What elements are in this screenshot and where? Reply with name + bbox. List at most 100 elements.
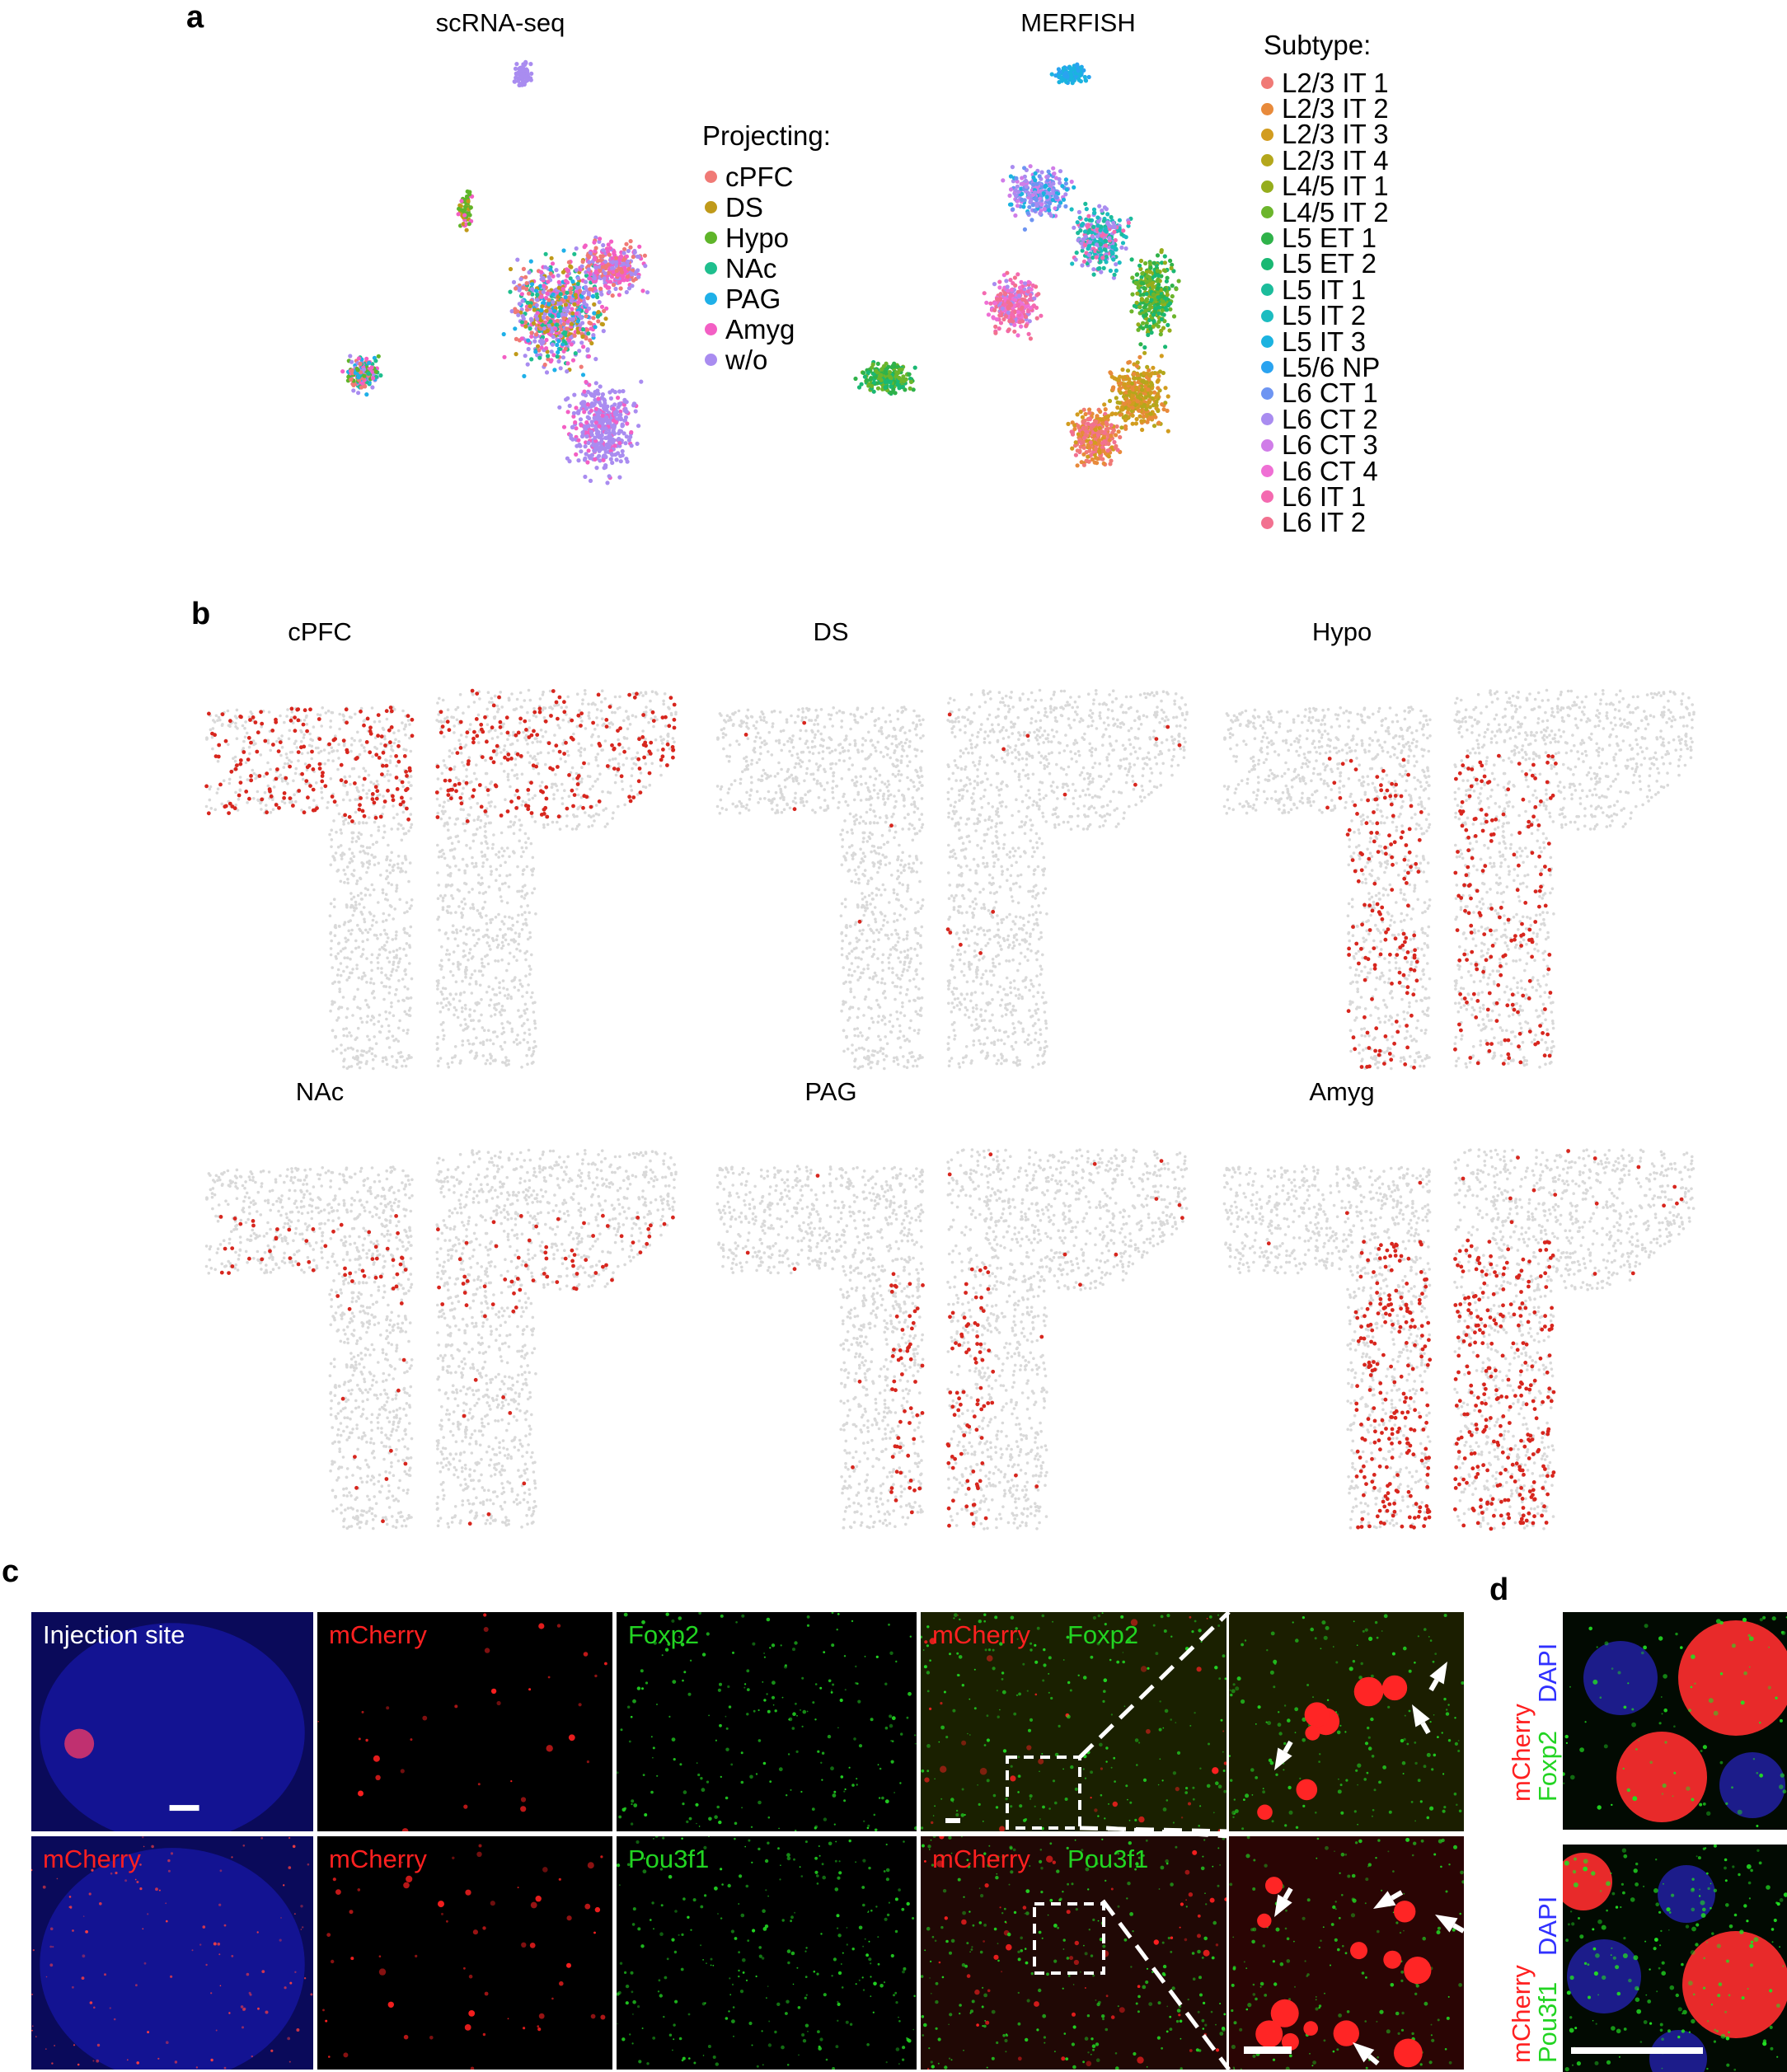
labeled-cell — [1180, 1216, 1184, 1221]
umap-point — [1061, 197, 1067, 202]
umap-point — [1075, 220, 1080, 225]
labeled-cell — [921, 1283, 925, 1287]
umap-point — [1105, 212, 1110, 217]
labeled-cell — [894, 1388, 898, 1393]
labeled-cell — [1392, 840, 1397, 845]
labeled-cell — [1533, 920, 1538, 924]
labeled-cell — [1465, 1000, 1469, 1005]
labeled-cell — [950, 1310, 955, 1315]
labeled-cell — [1509, 938, 1514, 943]
labeled-cell — [743, 733, 748, 737]
labeled-cell — [912, 1437, 917, 1441]
labeled-cell — [1405, 1024, 1409, 1028]
labeled-cell — [672, 717, 677, 722]
labeled-cell — [1506, 917, 1511, 922]
labeled-cell — [638, 790, 643, 795]
labeled-cell — [1469, 931, 1474, 935]
labeled-cell — [387, 728, 392, 733]
umap-point — [622, 418, 627, 423]
umap-point — [1084, 458, 1089, 463]
labeled-cell — [593, 1271, 598, 1275]
umap-point — [628, 239, 633, 244]
umap-point — [1074, 251, 1079, 255]
labeled-cell — [1383, 937, 1388, 942]
umap-point — [600, 321, 605, 327]
umap-point — [1032, 296, 1037, 301]
labeled-cell — [1014, 1473, 1018, 1478]
umap-point — [1156, 311, 1161, 316]
spatial-map-title: NAc — [221, 1077, 419, 1107]
labeled-cell — [230, 1246, 235, 1250]
umap-point — [626, 259, 631, 264]
umap-point — [556, 279, 561, 284]
umap-point — [1112, 229, 1117, 234]
umap-point — [1069, 179, 1074, 185]
labeled-cell — [457, 1257, 462, 1262]
labeled-cell — [950, 1455, 954, 1459]
umap-point — [1070, 67, 1075, 72]
umap-point — [607, 443, 612, 448]
labeled-cell — [308, 707, 312, 712]
umap-point — [1052, 171, 1057, 176]
umap-point — [1138, 266, 1143, 271]
labeled-cell — [265, 771, 270, 776]
umap-point — [1156, 386, 1161, 391]
umap-point — [1043, 184, 1048, 190]
labeled-cell — [544, 796, 549, 801]
umap-point — [630, 284, 635, 288]
labeled-cell — [344, 780, 348, 785]
subtype-legend-item: L5 IT 2 — [1261, 300, 1389, 330]
labeled-cell — [1499, 963, 1503, 968]
labeled-cell — [347, 814, 352, 819]
umap-point — [561, 339, 566, 344]
umap-point — [997, 285, 1002, 290]
labeled-cell — [403, 1268, 408, 1272]
labeled-cell — [954, 1390, 959, 1395]
labeled-cell — [1457, 1249, 1462, 1254]
umap-point — [600, 413, 605, 418]
labeled-cell — [1363, 977, 1367, 982]
legend-swatch — [705, 262, 717, 274]
umap-point — [1156, 319, 1161, 324]
labeled-cell — [915, 1306, 920, 1310]
umap-point — [524, 287, 529, 292]
umap-point — [1086, 74, 1091, 80]
labeled-cell — [535, 733, 540, 737]
umap-point — [464, 227, 469, 232]
umap-point — [349, 377, 354, 382]
labeled-cell — [490, 725, 495, 730]
umap-point — [1156, 273, 1161, 278]
labeled-cell — [291, 804, 295, 808]
umap-point — [539, 270, 544, 274]
umap-point — [1081, 259, 1087, 264]
umap-point — [1163, 345, 1168, 349]
labeled-cell — [1545, 1032, 1550, 1037]
umap-point — [613, 286, 618, 292]
umap-point — [1103, 228, 1108, 233]
umap-point — [883, 380, 888, 385]
labeled-cell — [317, 717, 321, 721]
umap-point — [1117, 260, 1122, 265]
umap-point — [1086, 252, 1091, 257]
umap-point — [565, 369, 570, 374]
labeled-cell — [242, 750, 246, 754]
umap-point — [558, 318, 563, 324]
labeled-cell — [1548, 796, 1553, 800]
umap-point — [1165, 293, 1170, 298]
labeled-cell — [350, 1279, 354, 1283]
umap-point — [1160, 402, 1165, 407]
labeled-cell — [651, 719, 656, 723]
labeled-cell — [317, 766, 322, 771]
merfish-umap-points — [853, 62, 1181, 468]
umap-point — [596, 319, 601, 324]
labeled-cell — [323, 1244, 328, 1249]
labeled-cell — [979, 1306, 983, 1310]
labeled-cell — [1363, 1015, 1367, 1020]
umap-point — [1147, 317, 1151, 322]
umap-point — [603, 316, 608, 321]
umap-point — [1015, 289, 1020, 294]
umap-point — [871, 380, 877, 385]
umap-point — [1007, 318, 1012, 324]
umap-point — [534, 302, 539, 307]
labeled-cell — [1537, 854, 1541, 859]
